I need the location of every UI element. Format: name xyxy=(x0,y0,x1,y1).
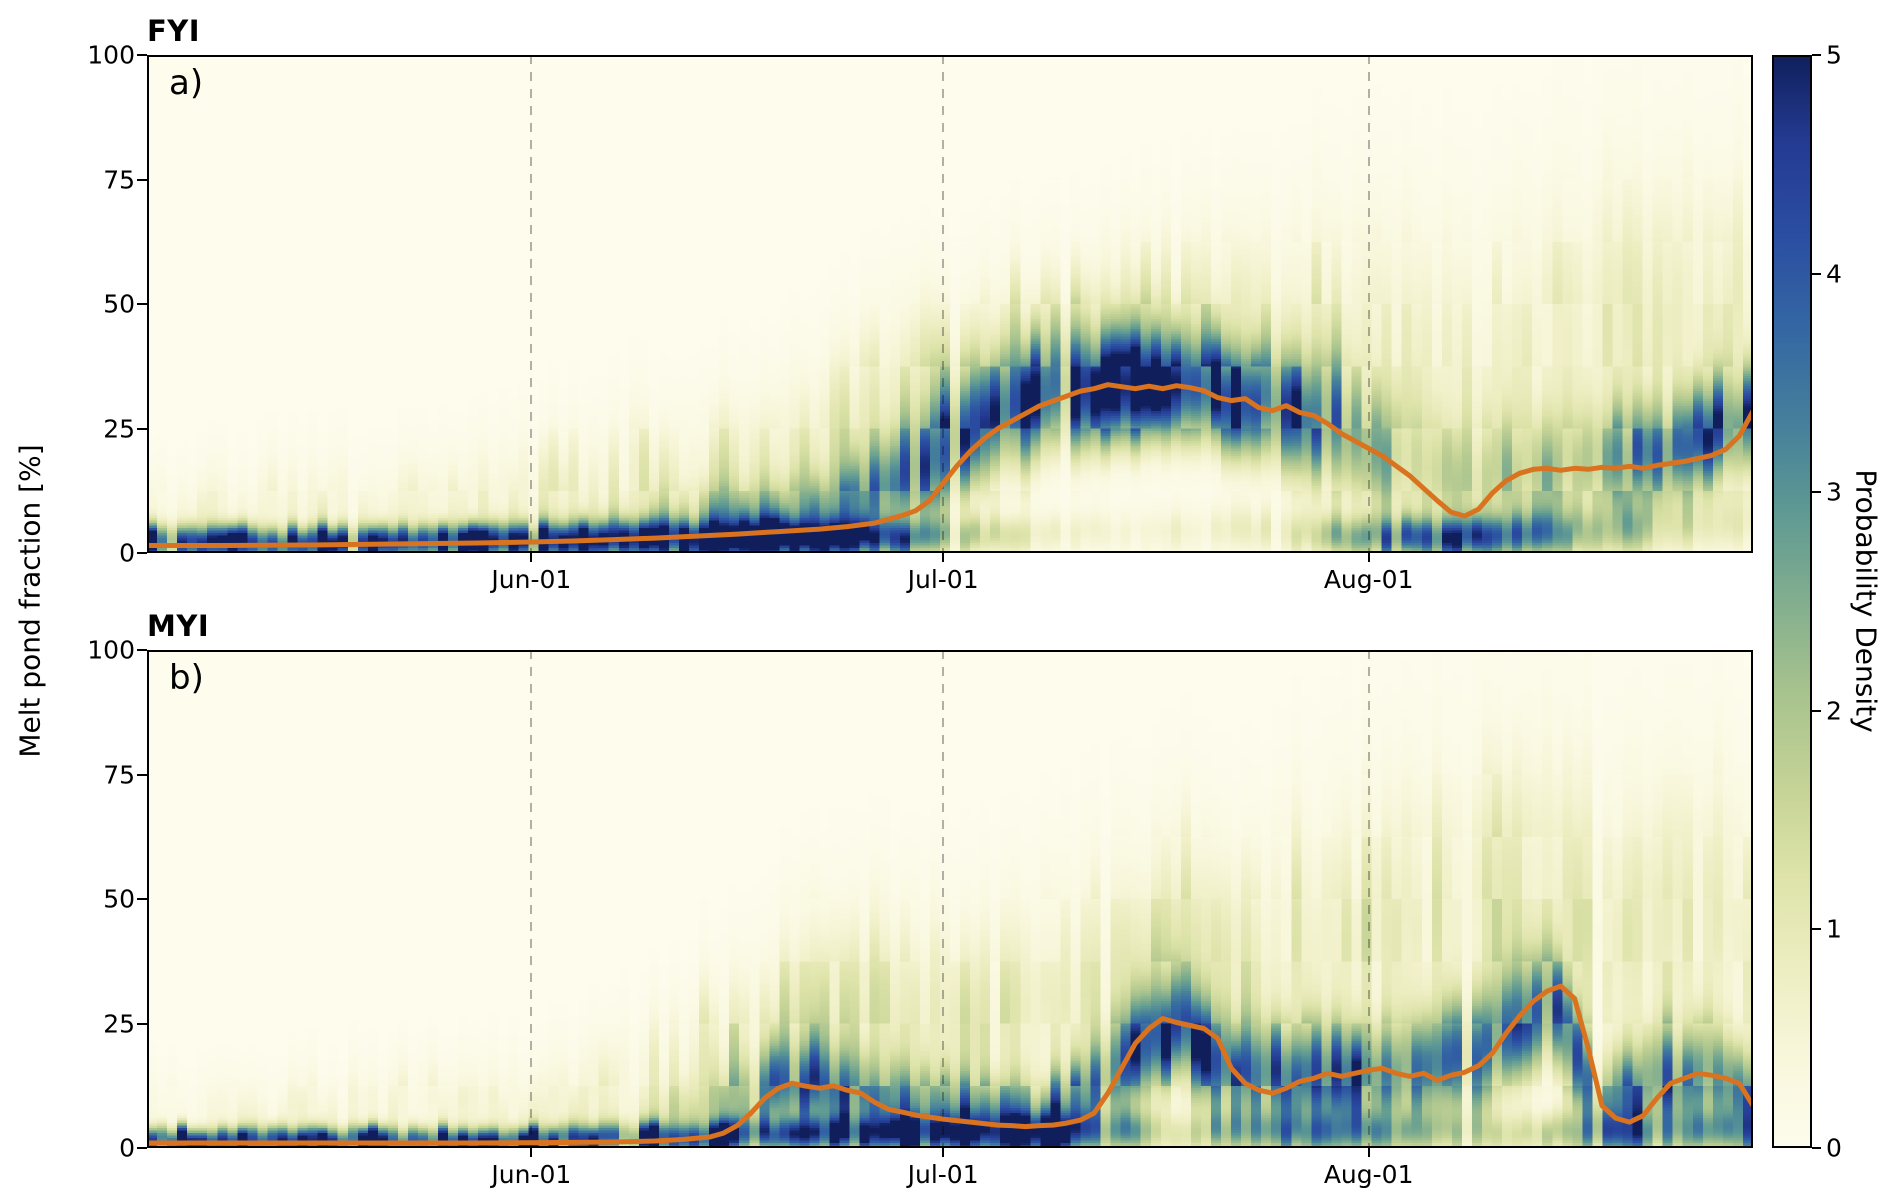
date-gridline xyxy=(530,650,533,1148)
y-tick-mark xyxy=(137,427,147,430)
colorbar-tick-mark xyxy=(1812,54,1821,56)
date-gridline xyxy=(1367,650,1370,1148)
panel-a-plot-area: a) xyxy=(147,55,1753,553)
panel-a-corner-label: a) xyxy=(169,63,204,103)
panel-a-title: FYI xyxy=(147,14,201,48)
y-tick-label: 75 xyxy=(103,760,135,789)
panel-b-title: MYI xyxy=(147,609,210,643)
y-tick-mark xyxy=(137,1147,147,1149)
x-tick-label: Aug-01 xyxy=(1323,565,1414,594)
y-tick-mark xyxy=(137,552,147,554)
y-tick-label: 0 xyxy=(119,538,135,568)
colorbar-tick-mark xyxy=(1812,928,1821,931)
colorbar-tick-label: 4 xyxy=(1826,259,1842,289)
y-tick-mark xyxy=(137,178,147,181)
x-tick-mark xyxy=(942,553,945,562)
colorbar-label: Probability Density xyxy=(1849,469,1883,733)
x-tick-label: Jun-01 xyxy=(491,1160,572,1189)
x-tick-mark xyxy=(942,1148,945,1157)
x-tick-label: Jun-01 xyxy=(491,565,572,594)
colorbar-tick-label: 2 xyxy=(1826,696,1842,726)
colorbar-gradient xyxy=(1772,55,1812,1148)
colorbar-frame xyxy=(1772,55,1812,1148)
y-tick-label: 25 xyxy=(103,414,135,443)
y-axis-label: Melt pond fraction [%] xyxy=(13,444,47,758)
y-tick-mark xyxy=(137,898,147,900)
myi-line-overlay xyxy=(147,983,1753,1146)
y-tick-label: 0 xyxy=(119,1133,135,1163)
x-tick-mark xyxy=(530,1148,533,1157)
fyi-line-overlay xyxy=(147,382,1753,548)
y-tick-label: 50 xyxy=(103,884,135,914)
colorbar xyxy=(1772,55,1812,1148)
y-tick-mark xyxy=(137,54,147,56)
date-gridline xyxy=(530,55,533,553)
x-tick-mark xyxy=(1367,553,1370,562)
colorbar-tick-mark xyxy=(1812,272,1821,275)
x-tick-label: Jul-01 xyxy=(907,1160,979,1189)
y-tick-label: 50 xyxy=(103,289,135,319)
x-tick-label: Aug-01 xyxy=(1323,1160,1414,1189)
colorbar-tick-label: 3 xyxy=(1826,477,1842,507)
panel-b-plot-area: b) xyxy=(147,650,1753,1148)
y-tick-label: 25 xyxy=(103,1009,135,1038)
y-tick-mark xyxy=(137,649,147,651)
colorbar-tick-label: 1 xyxy=(1826,914,1842,944)
y-tick-mark xyxy=(137,303,147,305)
colorbar-tick-label: 5 xyxy=(1826,40,1842,70)
y-tick-label: 100 xyxy=(87,40,135,70)
y-tick-label: 100 xyxy=(87,635,135,665)
panel-b-corner-label: b) xyxy=(169,658,204,698)
colorbar-tick-label: 0 xyxy=(1826,1133,1842,1163)
date-gridline xyxy=(942,55,945,553)
x-tick-mark xyxy=(530,553,533,562)
myi-heatmap-canvas xyxy=(147,650,1753,1148)
y-tick-label: 75 xyxy=(103,165,135,194)
y-tick-mark xyxy=(137,773,147,776)
fyi-heatmap-canvas xyxy=(147,55,1753,553)
date-gridline xyxy=(1367,55,1370,553)
x-tick-label: Jul-01 xyxy=(907,565,979,594)
colorbar-tick-mark xyxy=(1812,1147,1821,1149)
colorbar-tick-mark xyxy=(1812,709,1821,712)
x-tick-mark xyxy=(1367,1148,1370,1157)
colorbar-tick-mark xyxy=(1812,491,1821,494)
y-tick-mark xyxy=(137,1022,147,1025)
date-gridline xyxy=(942,650,945,1148)
fyi-median-line xyxy=(147,382,1753,548)
myi-median-line xyxy=(147,983,1753,1146)
